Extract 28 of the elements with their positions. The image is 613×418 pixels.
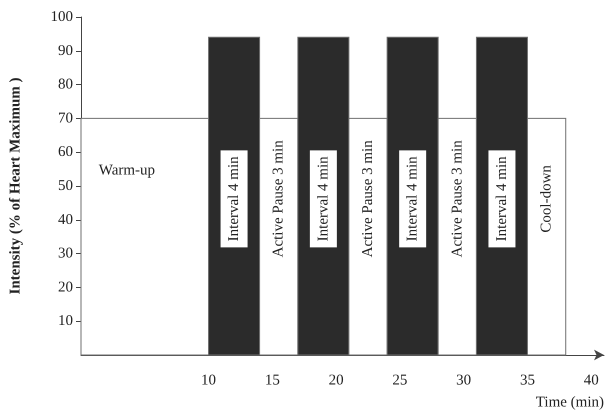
x-tick-label: 35 xyxy=(520,372,535,388)
annotation: Cool-down xyxy=(538,164,555,233)
y-tick-label: 80 xyxy=(58,76,73,93)
annotation: Interval 4 min xyxy=(226,156,242,242)
annotation: Active Pause 3 min xyxy=(360,140,376,258)
annotation: Interval 4 min xyxy=(315,156,332,242)
x-tick-label: 20 xyxy=(328,372,344,388)
x-tick-label: 40 xyxy=(584,372,599,388)
x-tick-label: 25 xyxy=(392,372,408,388)
x-tick-label: 30 xyxy=(456,372,472,388)
y-tick-label: 70 xyxy=(58,110,73,126)
y-tick-label: 90 xyxy=(58,42,73,59)
x-tick-label: 10 xyxy=(201,372,216,388)
y-tick-label: 30 xyxy=(58,246,73,262)
y-tick-label: 20 xyxy=(58,279,73,296)
annotation: Warm-up xyxy=(98,162,156,178)
y-tick-label: 60 xyxy=(58,144,73,160)
annotation: Interval 4 min xyxy=(494,156,510,242)
annotation: Interval 4 min xyxy=(404,156,421,242)
y-tick-label: 10 xyxy=(58,313,73,330)
y-tick-label: 50 xyxy=(58,178,73,194)
x-axis-title: Time (min) xyxy=(536,394,604,410)
annotation: Active Pause 3 min xyxy=(270,140,287,258)
y-axis-title: Intensity (% of Heart Maximum ) xyxy=(8,77,24,295)
annotation: Active Pause 3 min xyxy=(449,140,466,258)
x-tick-label: 15 xyxy=(264,372,280,388)
y-tick-label: 100 xyxy=(50,9,73,25)
y-tick-label: 40 xyxy=(58,212,73,228)
